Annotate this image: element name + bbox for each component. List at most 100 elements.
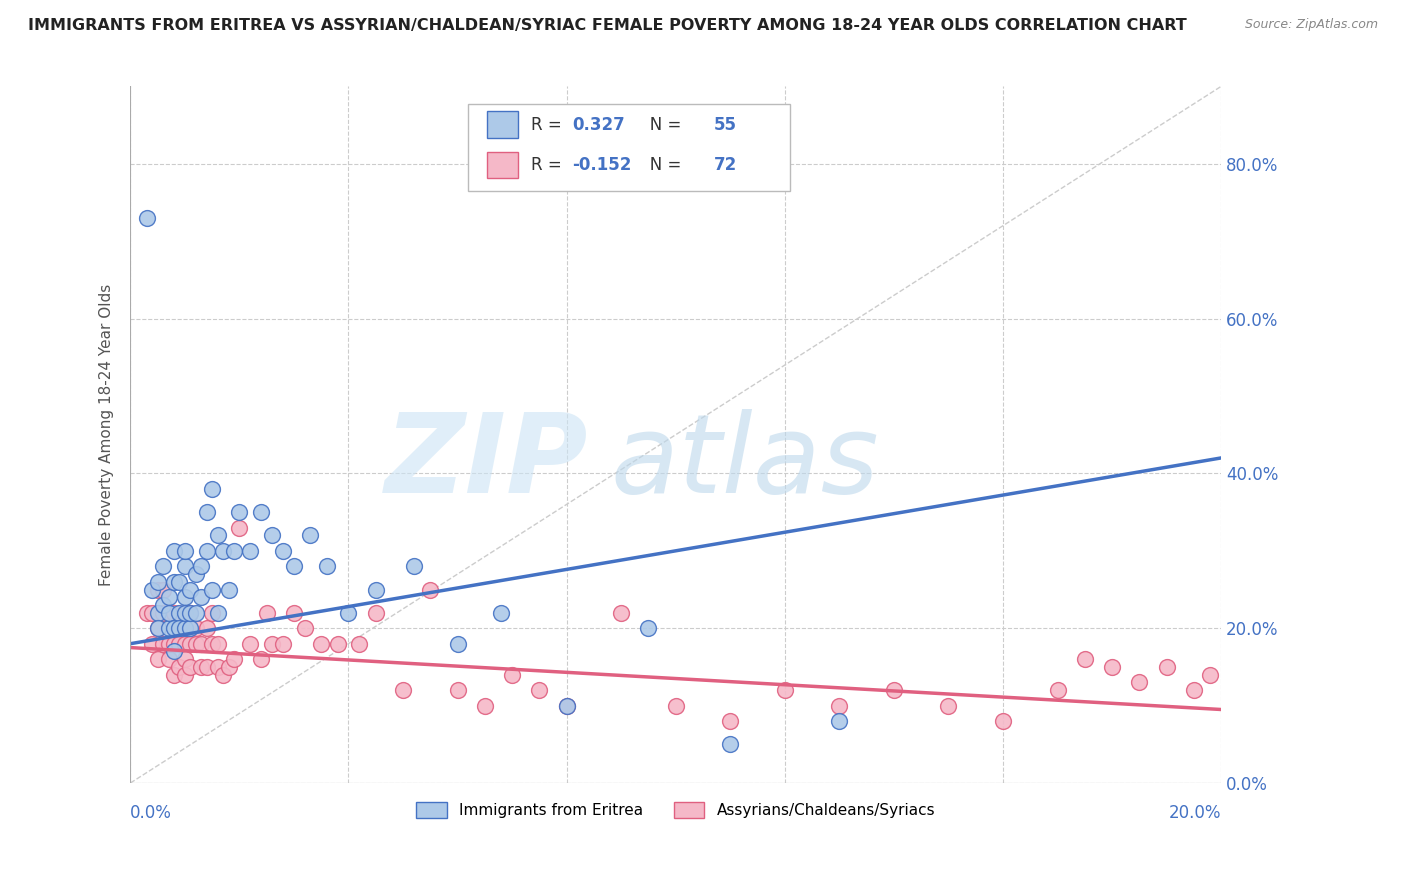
Point xyxy=(364,606,387,620)
Point xyxy=(239,637,262,651)
Point xyxy=(773,683,796,698)
Point xyxy=(271,544,294,558)
Point xyxy=(195,505,218,519)
Point xyxy=(392,683,415,698)
Point xyxy=(201,482,224,496)
Point xyxy=(157,652,180,666)
Point xyxy=(163,637,186,651)
Point xyxy=(637,621,659,635)
Point xyxy=(146,621,169,635)
Point xyxy=(364,582,387,597)
Point xyxy=(152,598,174,612)
Point xyxy=(718,714,741,728)
Text: N =: N = xyxy=(634,116,688,134)
FancyBboxPatch shape xyxy=(486,112,517,138)
Point xyxy=(179,582,201,597)
Point xyxy=(169,574,191,589)
Point xyxy=(195,660,218,674)
Point xyxy=(163,574,186,589)
Point xyxy=(163,644,186,658)
Point xyxy=(152,582,174,597)
Point xyxy=(173,652,195,666)
Point xyxy=(157,637,180,651)
Point xyxy=(222,544,245,558)
Point xyxy=(184,567,207,582)
Point xyxy=(938,698,960,713)
Point xyxy=(718,737,741,751)
Point xyxy=(169,621,191,635)
Point xyxy=(326,637,349,651)
Point xyxy=(501,667,523,681)
Point xyxy=(169,621,191,635)
Point xyxy=(179,606,201,620)
Point xyxy=(173,606,195,620)
Point xyxy=(169,660,191,674)
Text: IMMIGRANTS FROM ERITREA VS ASSYRIAN/CHALDEAN/SYRIAC FEMALE POVERTY AMONG 18-24 Y: IMMIGRANTS FROM ERITREA VS ASSYRIAN/CHAL… xyxy=(28,18,1187,33)
Point xyxy=(135,211,157,225)
Point xyxy=(665,698,688,713)
Point xyxy=(173,591,195,605)
Point xyxy=(169,606,191,620)
Point xyxy=(201,606,224,620)
Point xyxy=(489,606,512,620)
Point xyxy=(250,505,273,519)
Point xyxy=(146,574,169,589)
Legend: Immigrants from Eritrea, Assyrians/Chaldeans/Syriacs: Immigrants from Eritrea, Assyrians/Chald… xyxy=(411,796,941,824)
Point xyxy=(222,652,245,666)
Text: N =: N = xyxy=(634,156,688,174)
Text: R =: R = xyxy=(530,156,567,174)
Point xyxy=(250,652,273,666)
Point xyxy=(190,637,212,651)
Point xyxy=(446,637,468,651)
Point xyxy=(179,621,201,635)
Point xyxy=(190,591,212,605)
Point xyxy=(474,698,496,713)
Point xyxy=(218,582,240,597)
Point xyxy=(169,637,191,651)
Point xyxy=(207,606,229,620)
Point xyxy=(135,606,157,620)
Point xyxy=(173,559,195,574)
Point xyxy=(179,660,201,674)
Point xyxy=(283,559,305,574)
Point xyxy=(883,683,905,698)
Point xyxy=(1128,675,1150,690)
Point xyxy=(212,544,235,558)
Point xyxy=(173,667,195,681)
Point xyxy=(184,606,207,620)
Point xyxy=(152,606,174,620)
Point xyxy=(262,528,284,542)
Text: 72: 72 xyxy=(714,156,737,174)
Y-axis label: Female Poverty Among 18-24 Year Olds: Female Poverty Among 18-24 Year Olds xyxy=(100,284,114,586)
Point xyxy=(207,528,229,542)
Point xyxy=(1182,683,1205,698)
FancyBboxPatch shape xyxy=(468,103,790,191)
Point xyxy=(190,660,212,674)
Point xyxy=(201,637,224,651)
Point xyxy=(1046,683,1069,698)
Point xyxy=(179,637,201,651)
Text: 55: 55 xyxy=(714,116,737,134)
Point xyxy=(1156,660,1178,674)
Point xyxy=(555,698,578,713)
Point xyxy=(195,544,218,558)
Point xyxy=(309,637,332,651)
Point xyxy=(141,582,163,597)
Text: -0.152: -0.152 xyxy=(572,156,631,174)
Text: 20.0%: 20.0% xyxy=(1168,804,1222,822)
Point xyxy=(1199,667,1222,681)
Point xyxy=(207,660,229,674)
Point xyxy=(555,698,578,713)
Point xyxy=(228,505,250,519)
Point xyxy=(173,637,195,651)
Point xyxy=(163,621,186,635)
Point xyxy=(152,637,174,651)
Point xyxy=(146,606,169,620)
Text: 0.0%: 0.0% xyxy=(131,804,172,822)
Point xyxy=(419,582,441,597)
Point xyxy=(402,559,425,574)
Point xyxy=(141,637,163,651)
Text: Source: ZipAtlas.com: Source: ZipAtlas.com xyxy=(1244,18,1378,31)
Point xyxy=(529,683,551,698)
Point xyxy=(299,528,322,542)
